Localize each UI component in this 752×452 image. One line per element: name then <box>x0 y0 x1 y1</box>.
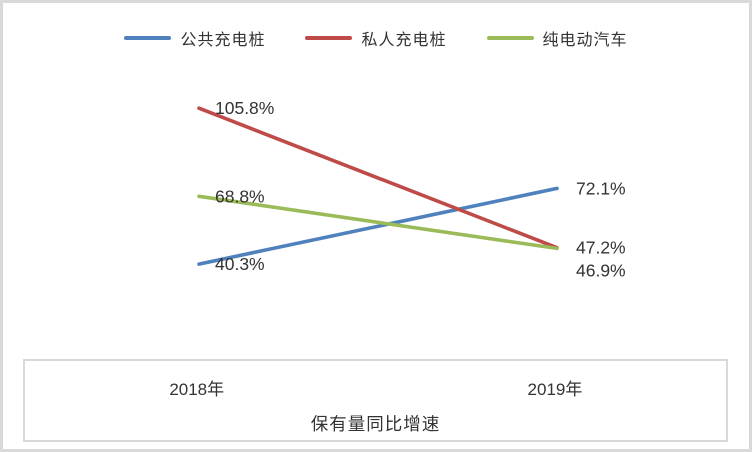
x-axis-area: 2018年 2019年 保有量同比增速 <box>23 359 728 442</box>
line-plot: 40.3% 105.8% 68.8% 72.1% 47.2% 46.9% <box>197 98 626 281</box>
data-label: 47.2% <box>576 238 626 258</box>
data-label: 105.8% <box>215 98 274 118</box>
x-tick-2019: 2019年 <box>527 380 583 399</box>
series-line-3 <box>197 194 559 251</box>
data-label: 72.1% <box>576 178 626 198</box>
legend-line-swatch-green <box>486 36 534 40</box>
data-label: 40.3% <box>215 254 265 274</box>
legend-item-private-charging-piles: 私人充电桩 <box>305 26 446 50</box>
x-tick-2018: 2018年 <box>169 380 225 399</box>
series-line-2 <box>197 106 559 250</box>
legend-label: 私人充电桩 <box>361 32 447 49</box>
chart-legend: 公共充电桩 私人充电桩 纯电动汽车 <box>3 26 749 50</box>
legend-label: 公共充电桩 <box>180 32 266 49</box>
legend-item-pure-electric-vehicles: 纯电动汽车 <box>486 26 628 50</box>
legend-line-swatch-blue <box>124 36 172 40</box>
series-line-1 <box>197 186 559 266</box>
data-label: 68.8% <box>215 186 265 206</box>
legend-line-swatch-red <box>305 36 353 40</box>
data-label: 46.9% <box>576 261 626 281</box>
x-axis-title: 保有量同比增速 <box>310 414 441 434</box>
legend-item-public-charging-piles: 公共充电桩 <box>124 26 265 50</box>
legend-label: 纯电动汽车 <box>542 32 628 49</box>
